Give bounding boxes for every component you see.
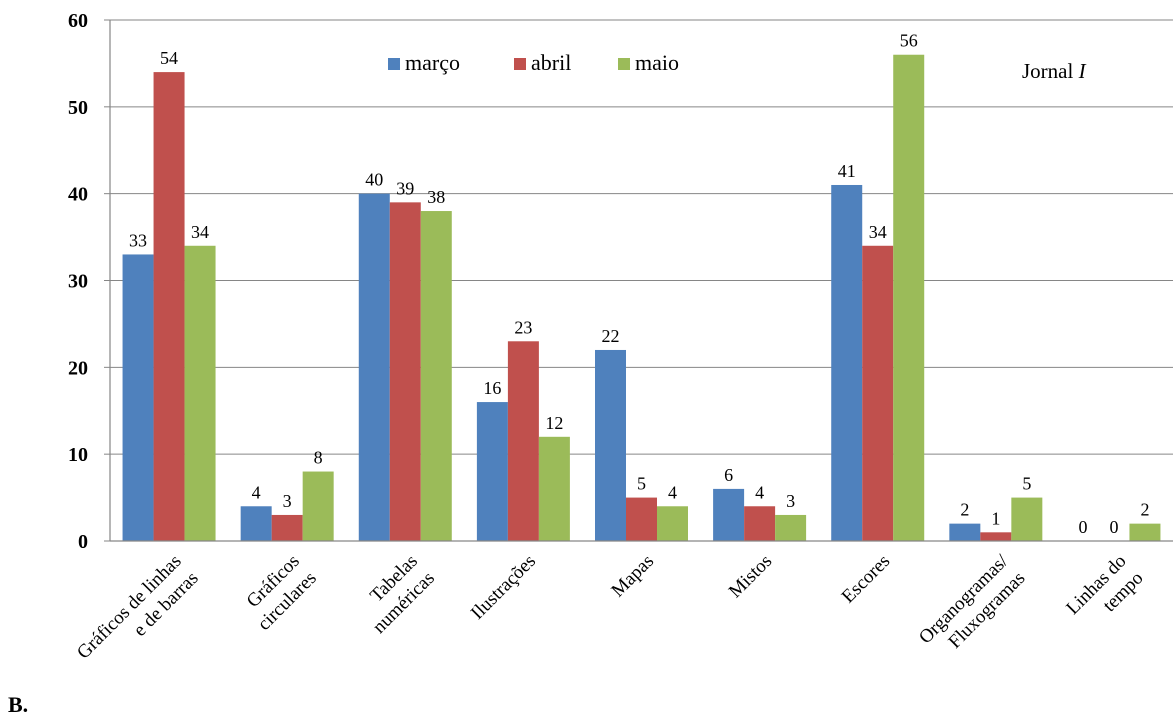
y-tick-label: 30 (68, 271, 88, 293)
data-label: 2 (1140, 500, 1149, 520)
data-label: 5 (637, 474, 646, 494)
bar (420, 211, 452, 542)
x-category-label-line: Mapas (607, 551, 658, 602)
bar (744, 506, 776, 541)
y-tick-label: 10 (68, 444, 88, 466)
legend-swatch (514, 58, 526, 70)
x-category-label-line: Escores (838, 551, 895, 608)
data-label: 34 (191, 222, 209, 242)
data-label: 2 (960, 500, 969, 520)
bar (271, 514, 303, 541)
chart-annotation: Jornal I (1022, 59, 1087, 83)
data-label: 23 (514, 317, 532, 337)
bar (657, 506, 688, 541)
bar (775, 514, 807, 541)
bar (949, 523, 981, 541)
bar (595, 349, 626, 541)
bar (302, 471, 334, 541)
y-tick-labels: 0 10 20 30 40 50 60 (68, 10, 88, 553)
bar (538, 436, 570, 541)
data-label: 4 (252, 482, 261, 502)
bar (184, 245, 216, 541)
data-label: 54 (160, 48, 178, 68)
data-label: 3 (786, 491, 795, 511)
data-label: 39 (396, 178, 414, 198)
bar (153, 72, 185, 541)
bar (476, 402, 508, 541)
data-label: 0 (1078, 517, 1087, 537)
y-tick-label: 60 (68, 10, 88, 32)
bar (507, 341, 539, 541)
x-category-label: Mistos (725, 551, 776, 602)
x-category-label: Escores (838, 551, 895, 608)
data-label: 38 (427, 187, 445, 207)
data-label: 34 (869, 222, 887, 242)
data-label: 56 (900, 31, 918, 51)
bar (893, 54, 925, 541)
data-label: 4 (755, 482, 764, 502)
bar (831, 184, 863, 541)
legend-label: maio (635, 50, 679, 75)
bar (1129, 523, 1161, 541)
data-label: 12 (545, 413, 563, 433)
panel-label: B. (8, 692, 28, 717)
legend: março abril maio (388, 50, 679, 75)
data-label: 0 (1109, 517, 1118, 537)
x-category-label-line: Mistos (725, 551, 776, 602)
legend-swatch (618, 58, 630, 70)
y-tick-label: 40 (68, 184, 88, 206)
bar (862, 245, 894, 541)
bar (980, 532, 1012, 541)
bars-group (122, 54, 1161, 542)
bar (713, 488, 745, 541)
y-tick-label: 0 (78, 531, 88, 553)
y-tick-label: 50 (68, 97, 88, 119)
bar (1011, 497, 1043, 541)
bar (240, 506, 272, 541)
data-label: 5 (1022, 474, 1031, 494)
data-label: 16 (483, 378, 501, 398)
data-label: 6 (724, 465, 733, 485)
x-category-label: Mapas (607, 551, 658, 602)
axes (104, 19, 1173, 542)
data-label: 3 (283, 491, 292, 511)
legend-label: março (405, 50, 460, 75)
gridlines (110, 19, 1173, 455)
bar (122, 254, 154, 541)
bar (626, 497, 657, 541)
data-label: 1 (991, 508, 1000, 528)
data-label: 8 (314, 448, 323, 468)
data-label: 40 (365, 170, 383, 190)
x-category-label-line: Ilustrações (467, 551, 540, 624)
bar (389, 202, 421, 541)
legend-swatch (388, 58, 400, 70)
x-category-label: Organogramas/Fluxogramas (915, 550, 1029, 652)
x-category-label: Ilustrações (467, 551, 540, 624)
data-label: 4 (668, 482, 677, 502)
y-tick-label: 20 (68, 357, 88, 379)
data-label: 22 (602, 326, 620, 346)
legend-label: abril (531, 50, 571, 75)
data-label: 33 (129, 230, 147, 250)
data-label: 41 (838, 161, 856, 181)
bar (358, 193, 390, 541)
